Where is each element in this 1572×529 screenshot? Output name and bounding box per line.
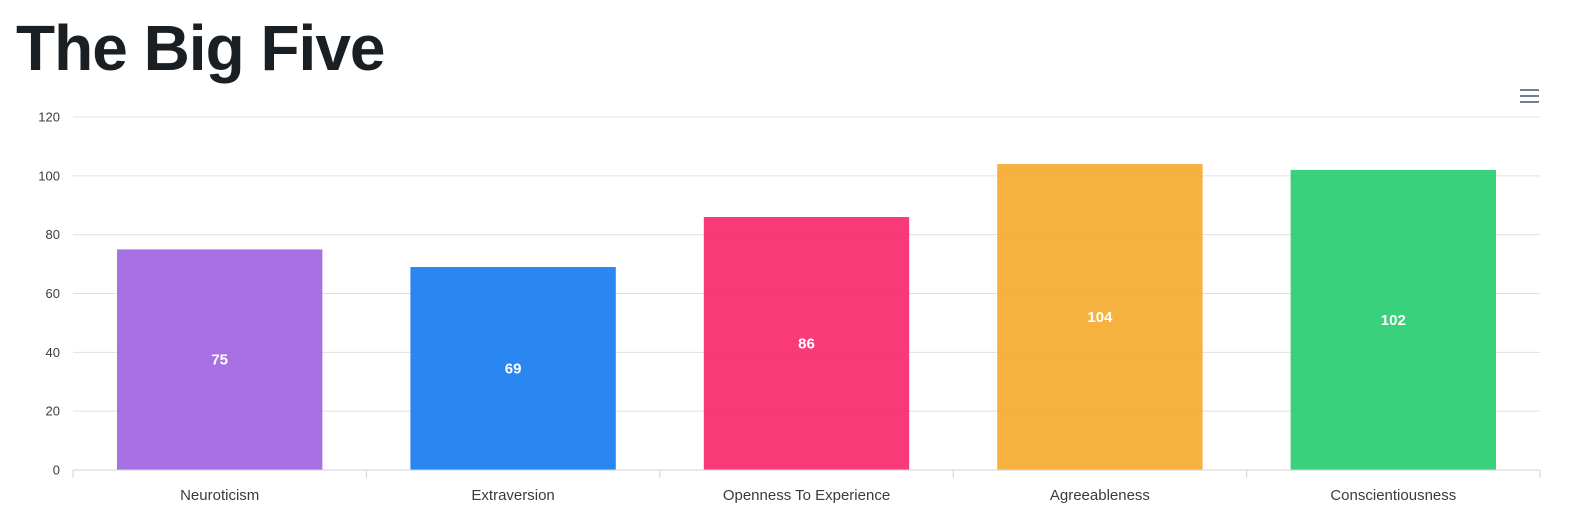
x-tick-label: Extraversion: [471, 487, 554, 504]
data-label: 75: [211, 352, 228, 369]
data-label: 86: [798, 336, 815, 353]
bars: [117, 164, 1496, 471]
page-title: The Big Five: [16, 12, 385, 84]
y-tick-label: 100: [38, 168, 60, 183]
y-tick-label: 40: [46, 345, 60, 360]
x-axis-labels: Neuroticism Extraversion Openness To Exper…: [180, 487, 1456, 504]
bar: [997, 164, 1203, 471]
x-tick-label: Conscientiousness: [1330, 487, 1456, 504]
data-label: 102: [1381, 312, 1406, 329]
y-tick-label: 0: [53, 463, 60, 478]
y-tick-label: 120: [38, 110, 60, 125]
y-axis-ticks: 0 20 40 60 80 100 120: [38, 110, 60, 478]
x-tick-label: Neuroticism: [180, 487, 259, 504]
x-tick-label: Openness To Experience: [723, 487, 890, 504]
bar: [117, 249, 323, 470]
bar: [703, 217, 910, 470]
y-tick-label: 80: [46, 227, 60, 242]
y-tick-label: 20: [46, 404, 60, 419]
y-tick-label: 60: [46, 286, 60, 301]
bar: [410, 267, 616, 470]
x-axis: [72, 469, 1541, 478]
chart-menu-button[interactable]: [1516, 85, 1544, 107]
data-label: 69: [505, 361, 522, 378]
bar: [1290, 169, 1496, 470]
x-tick-label: Agreeableness: [1050, 487, 1150, 504]
data-label: 104: [1087, 309, 1113, 326]
data-labels: 75 69 86 104 102: [211, 309, 1405, 377]
